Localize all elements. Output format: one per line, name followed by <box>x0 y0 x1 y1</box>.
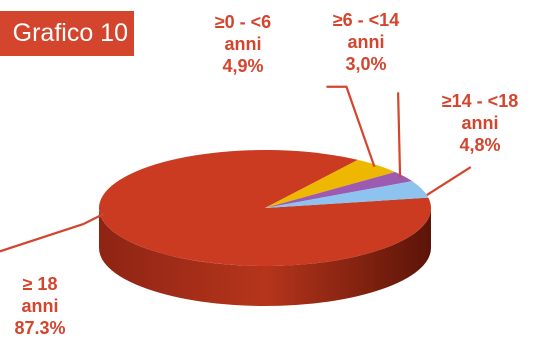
leader-line-1 <box>326 85 376 168</box>
leader-line-0 <box>0 213 104 253</box>
pie-slice-1 <box>265 159 396 208</box>
slice-label-3: ≥14 - <18 anni 4,8% <box>442 91 518 155</box>
slice-label-1: ≥0 - <6 anni 4,9% <box>215 12 271 76</box>
pie-slice-0 <box>98 149 431 266</box>
slice-label-0: ≥ 18 anni 87.3% <box>14 274 65 338</box>
chart-badge: Grafico 10 <box>0 11 134 56</box>
pie-slice-3 <box>265 181 429 208</box>
leader-line-3 <box>426 166 472 196</box>
pie-side <box>99 208 431 306</box>
leader-line-2 <box>397 92 402 178</box>
pie-leaders <box>0 85 472 253</box>
pie-slice-2 <box>265 172 413 208</box>
slice-label-2: ≥6 - <14 anni 3,0% <box>333 10 399 74</box>
pie-top <box>98 149 431 266</box>
pie-side-rim <box>99 208 431 306</box>
pie-labels: ≥ 18 anni 87.3% ≥0 - <6 anni 4,9% ≥6 - <14 anni… <box>14 10 518 338</box>
